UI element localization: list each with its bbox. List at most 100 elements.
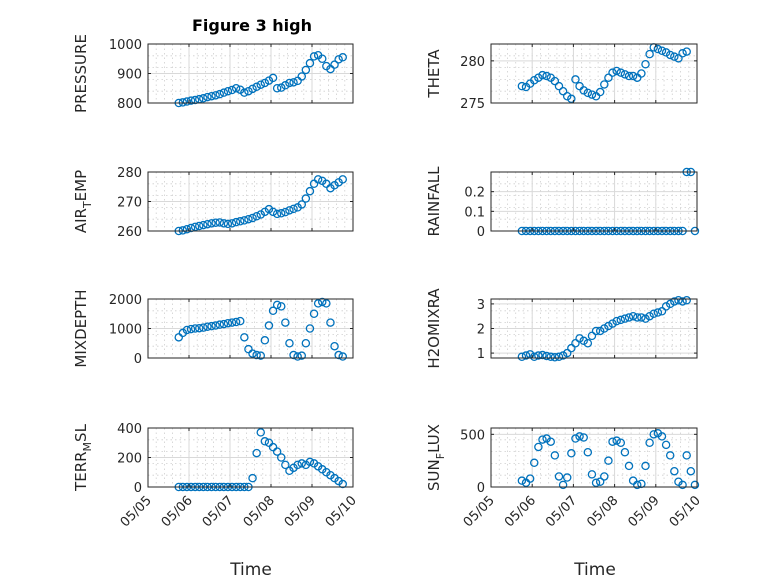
data-point: [571, 338, 580, 348]
data-point: [276, 83, 286, 92]
data-point: [334, 350, 343, 360]
data-point: [534, 73, 543, 82]
data-point: [670, 297, 679, 306]
data-point: [665, 451, 675, 460]
y-tick-label: 400: [117, 422, 142, 437]
y-axis-label: AIRTEMP: [72, 170, 94, 233]
data-point: [338, 53, 347, 62]
data-point: [637, 313, 646, 322]
y-tick-label: 0: [477, 225, 485, 240]
data-point: [211, 218, 220, 227]
data-point: [297, 200, 306, 209]
data-point: [256, 80, 265, 89]
data-point: [203, 219, 212, 229]
data-point: [289, 350, 298, 360]
data-point: [272, 84, 282, 93]
data-point: [530, 352, 539, 362]
data-point: [608, 437, 617, 446]
data-point: [653, 308, 663, 317]
y-tick-label: 2000: [109, 293, 142, 308]
y-axis-label: THETA: [425, 49, 443, 99]
data-point: [620, 447, 630, 457]
data-point: [546, 437, 555, 446]
y-tick-label: 280: [117, 166, 142, 181]
y-tick-label: 260: [117, 225, 142, 240]
data-point: [272, 209, 282, 219]
chart-title: Figure 3 high: [192, 16, 312, 35]
data-point: [276, 453, 286, 462]
data-point: [690, 480, 700, 490]
data-point: [199, 323, 208, 332]
data-point: [583, 338, 593, 348]
data-point: [567, 449, 576, 458]
data-point: [587, 331, 597, 341]
data-point: [661, 48, 671, 57]
data-point: [297, 351, 306, 360]
data-point: [550, 451, 560, 460]
data-point: [285, 78, 294, 88]
data-point: [538, 70, 547, 80]
data-point: [186, 223, 196, 233]
data-point: [256, 351, 265, 360]
data-point: [227, 219, 237, 228]
data-point: [260, 78, 270, 88]
data-point: [620, 70, 630, 79]
data-point: [600, 80, 609, 89]
y-tick-label: 2: [477, 323, 485, 338]
data-point: [276, 302, 286, 311]
data-point: [235, 217, 245, 226]
data-point: [301, 194, 311, 203]
data-point: [624, 71, 634, 81]
data-point: [530, 75, 539, 85]
data-point: [227, 318, 237, 327]
y-tick-label: 900: [117, 68, 142, 83]
series-sun_flux: [517, 429, 700, 490]
data-point: [657, 432, 667, 441]
series-mixdepth: [174, 297, 347, 361]
data-point: [550, 353, 560, 362]
data-point: [653, 44, 663, 54]
data-point: [542, 71, 551, 81]
data-point: [199, 220, 208, 230]
data-point: [285, 206, 294, 215]
data-point: [657, 307, 667, 316]
data-point: [268, 207, 278, 217]
data-point: [240, 216, 249, 225]
data-point: [231, 84, 241, 93]
y-tick-label: 500: [460, 428, 485, 443]
subplot-theta: 275 280 THETA: [425, 43, 698, 112]
data-point: [633, 480, 642, 490]
data-point: [338, 479, 347, 489]
data-point: [223, 318, 233, 328]
x-tick-label: 05/05: [461, 493, 498, 530]
data-point: [317, 297, 327, 307]
x-tick-label: 05/09: [626, 493, 663, 530]
data-point: [293, 460, 302, 470]
data-point: [215, 89, 224, 99]
data-point: [546, 352, 555, 362]
y-tick-label: 3: [477, 298, 485, 313]
data-point: [322, 299, 331, 308]
data-point: [219, 88, 229, 97]
grid: [490, 172, 698, 232]
data-point: [305, 457, 315, 467]
data-point: [595, 326, 605, 336]
y-tick-label: 0: [134, 352, 142, 367]
x-tick-label: 05/06: [502, 493, 539, 530]
data-point: [608, 319, 617, 328]
x-tick-label: 05/10: [323, 493, 360, 530]
data-point: [305, 324, 315, 333]
data-point: [297, 72, 306, 81]
data-point: [521, 351, 531, 360]
data-point: [558, 351, 568, 360]
data-point: [240, 88, 249, 97]
data-point: [567, 343, 576, 353]
y-tick-label: 200: [117, 452, 142, 467]
data-point: [612, 436, 621, 445]
data-point: [612, 66, 621, 76]
data-point: [538, 350, 547, 360]
data-point: [628, 71, 638, 81]
data-point: [674, 54, 683, 63]
data-point: [670, 466, 679, 476]
data-point: [289, 204, 298, 214]
